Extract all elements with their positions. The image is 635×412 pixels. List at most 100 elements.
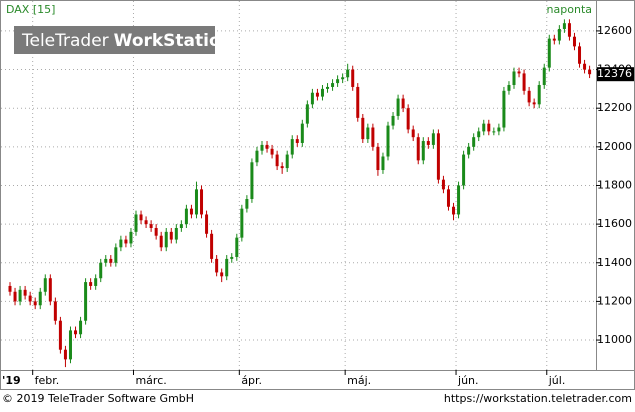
y-axis-band: [596, 0, 635, 371]
x-tick-label: febr.: [35, 374, 60, 387]
candle-body: [416, 137, 420, 161]
y-tick-label: 11400: [597, 256, 632, 269]
candle-body: [452, 206, 456, 215]
candle-body: [552, 38, 556, 41]
y-tick-label: 12000: [597, 140, 632, 153]
candle-body: [48, 278, 52, 302]
candle-body: [472, 137, 476, 147]
candle-body: [441, 179, 445, 190]
candle-body: [295, 139, 299, 143]
candle-body: [134, 214, 138, 232]
candle-body: [18, 289, 22, 302]
candle-body: [240, 208, 244, 238]
candle-body: [63, 349, 67, 360]
candle-body: [139, 214, 143, 221]
x-tick-label: ápr.: [241, 374, 262, 387]
candle-body: [8, 285, 12, 292]
candle-body: [446, 189, 450, 207]
candle-body: [265, 144, 269, 149]
y-tick-label: 11800: [597, 178, 632, 191]
candle-body: [154, 227, 158, 236]
watermark-product: WorkStation: [114, 31, 233, 51]
candle-body: [13, 291, 17, 302]
candle-body: [275, 154, 279, 167]
candle-body: [477, 131, 481, 138]
candle-body: [406, 108, 410, 130]
candle-body: [588, 69, 592, 75]
candle-body: [205, 214, 209, 234]
candle-body: [572, 36, 576, 47]
candle-body: [492, 131, 496, 133]
candle-body: [144, 220, 148, 225]
candle-body: [215, 258, 219, 273]
candle-body: [326, 86, 330, 89]
candle-body: [522, 73, 526, 91]
candle-body: [547, 38, 551, 68]
candle-body: [537, 85, 541, 105]
candle-body: [210, 233, 214, 259]
candle-body: [270, 148, 274, 155]
candle-body: [386, 125, 390, 157]
candle-body: [124, 239, 128, 244]
candles: [8, 19, 592, 368]
candle-body: [164, 231, 168, 248]
candle-body: [411, 129, 415, 138]
candle-body: [53, 301, 57, 321]
watermark: TeleTrader WorkStation: [21, 31, 233, 51]
candle-body: [104, 258, 108, 263]
candle-body: [527, 90, 531, 103]
candle-body: [346, 69, 350, 78]
y-tick-label: 11600: [597, 217, 632, 230]
instrument-label: DAX [15]: [6, 3, 55, 16]
candle-body: [462, 154, 466, 186]
candle-body: [567, 23, 571, 37]
candle-body: [578, 46, 582, 64]
candle-body: [356, 86, 360, 118]
candle-body: [497, 127, 501, 132]
candle-body: [502, 90, 506, 128]
candle-body: [74, 330, 78, 335]
candle-body: [310, 92, 314, 105]
candle-body: [507, 85, 511, 91]
candle-body: [109, 258, 113, 263]
candle-body: [260, 144, 264, 151]
candle-body: [200, 189, 204, 215]
candle-body: [33, 301, 37, 306]
candle-body: [487, 123, 491, 132]
candle-body: [58, 320, 62, 350]
candle-body: [371, 127, 375, 147]
candle-body: [129, 231, 133, 244]
y-tick-label: 11000: [597, 333, 632, 346]
candle-body: [89, 282, 93, 286]
candle-body: [99, 262, 103, 279]
candle-body: [220, 272, 224, 277]
candle-body: [84, 282, 88, 321]
candle-body: [436, 133, 440, 180]
candle-body: [542, 67, 546, 86]
copyright: © 2019 TeleTrader Software GmbH: [2, 392, 194, 405]
candle-body: [184, 208, 188, 225]
candle-body: [426, 141, 430, 145]
candle-body: [557, 28, 561, 41]
candle-body: [225, 258, 229, 277]
candle-body: [43, 278, 47, 292]
watermark-box: [14, 26, 215, 54]
candle-body: [381, 156, 385, 171]
grid: [1, 1, 596, 370]
x-axis-band: [0, 370, 635, 390]
candle-body: [351, 69, 355, 87]
candle-body: [250, 162, 254, 200]
candle-body: [532, 102, 536, 105]
candle-body: [336, 79, 340, 84]
candle-body: [79, 320, 83, 335]
candle-body: [68, 330, 72, 360]
candle-body: [159, 235, 163, 248]
candle-body: [482, 123, 486, 132]
candle-body: [179, 224, 183, 228]
candle-body: [331, 83, 335, 87]
year-label: '19: [2, 374, 21, 387]
candle-body: [467, 146, 471, 155]
candle-body: [189, 208, 193, 215]
last-price-box: [597, 67, 634, 82]
candle-body: [149, 224, 153, 228]
